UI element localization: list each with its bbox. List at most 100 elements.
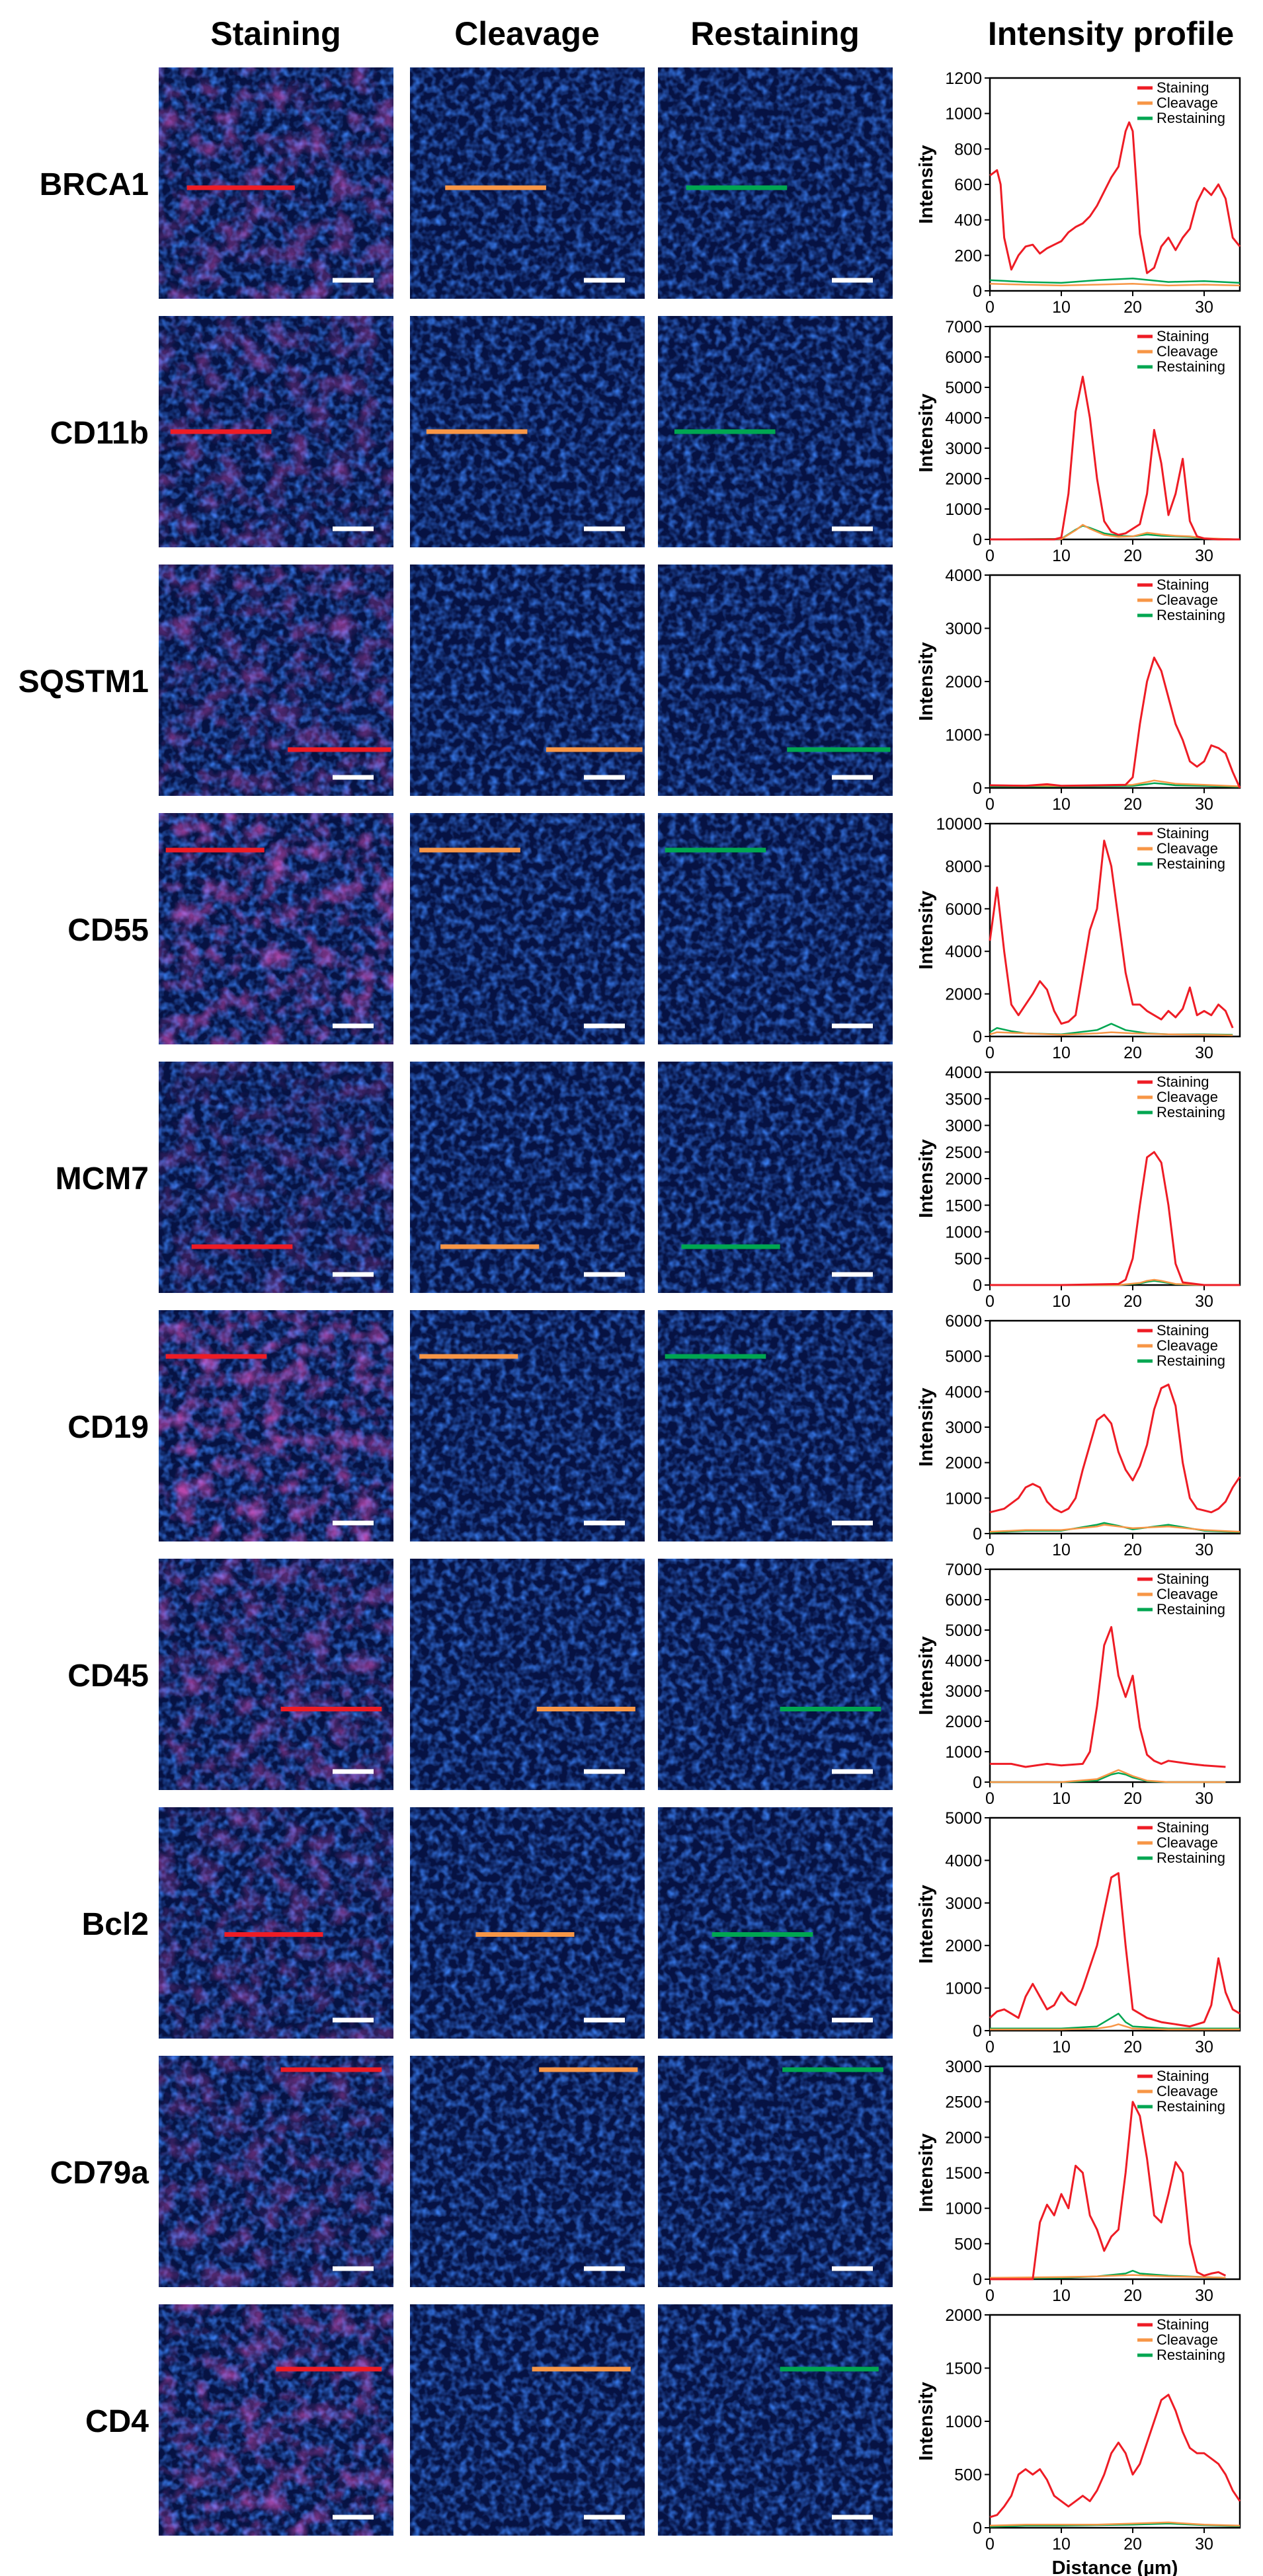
y-tick-label: 2000 (945, 673, 982, 691)
x-tick-label: 20 (1123, 1292, 1142, 1311)
legend-label-cleavage: Cleavage (1157, 1834, 1218, 1851)
cleavage-image-cd4 (410, 2304, 645, 2536)
y-tick-label: 1000 (945, 1224, 982, 1242)
y-tick-label: 1000 (945, 1489, 982, 1508)
y-tick-label: 0 (973, 1028, 982, 1046)
marker-label: CD11b (50, 416, 149, 451)
y-axis-label: Intensity (916, 1139, 937, 1218)
x-tick-label: 30 (1195, 2038, 1213, 2056)
stain-signal (159, 67, 393, 299)
nuclei-texture (410, 2056, 645, 2287)
y-tick-label: 5000 (945, 1621, 982, 1640)
y-tick-label: 800 (954, 140, 982, 159)
staining-image-cd19 (159, 1310, 393, 1542)
x-tick-label: 0 (985, 2286, 995, 2305)
series-staining (989, 2394, 1241, 2518)
legend-label-restaining: Restaining (1157, 1601, 1225, 1618)
row-sqstm1: SQSTM1 0 1000 2000 3000 4000 0 10 20 30 Intensity S… (19, 565, 1241, 814)
y-tick-label: 0 (973, 779, 982, 798)
cleavage-image-bcl2 (410, 1807, 645, 2039)
y-tick-label: 500 (954, 2466, 982, 2485)
legend-label-staining: Staining (1157, 1819, 1209, 1836)
y-tick-label: 1000 (945, 726, 982, 745)
x-tick-label: 30 (1195, 1541, 1213, 1559)
y-tick-label: 4000 (945, 1652, 982, 1670)
staining-image-brca1 (159, 67, 393, 299)
y-tick-label: 3000 (945, 1894, 982, 1913)
y-tick-label: 3000 (945, 1419, 982, 1437)
nuclei-texture (658, 67, 893, 299)
y-tick-label: 0 (973, 2519, 982, 2538)
nuclei-texture (410, 565, 645, 796)
series-staining (989, 1384, 1241, 1514)
restaining-image-cd11b (658, 316, 893, 547)
stain-signal (159, 2304, 393, 2536)
x-tick-label: 30 (1195, 2535, 1213, 2554)
plot-frame (989, 325, 1241, 541)
marker-label: CD4 (85, 2404, 149, 2439)
y-tick-label: 5000 (945, 1348, 982, 1366)
legend-label-restaining: Restaining (1157, 607, 1225, 623)
series-restaining (989, 1522, 1241, 1534)
intensity-chart-brca1: 0 200 400 600 800 1000 1200 0 10 20 30 Intensity Sta… (916, 69, 1241, 317)
y-tick-label: 2000 (945, 2306, 982, 2325)
series-cleavage (989, 2521, 1241, 2527)
cleavage-image-cd11b (410, 316, 645, 547)
y-axis-label: Intensity (916, 2133, 937, 2212)
intensity-chart-cd11b: 0 1000 2000 3000 4000 5000 6000 7000 0 10 20 30 Inte… (916, 318, 1241, 565)
y-tick-label: 1500 (945, 2360, 982, 2378)
y-tick-label: 1200 (945, 69, 982, 88)
cleavage-image-mcm7 (410, 1062, 645, 1293)
marker-label: MCM7 (56, 1161, 149, 1196)
y-tick-label: 2000 (945, 986, 982, 1004)
series-staining (990, 1151, 1240, 1286)
restaining-image-sqstm1 (658, 565, 893, 796)
series-cleavage (989, 283, 1241, 287)
y-tick-label: 3000 (945, 440, 982, 458)
marker-label: Bcl2 (82, 1907, 149, 1942)
y-tick-label: 3000 (945, 2058, 982, 2076)
y-tick-label: 1000 (945, 1743, 982, 1762)
marker-label: CD45 (67, 1659, 149, 1694)
row-bcl2: Bcl2 0 1000 2000 3000 4000 5000 0 10 20 30 Intensit… (82, 1807, 1241, 2056)
restaining-image-brca1 (658, 67, 893, 299)
cleavage-image-cd55 (410, 813, 645, 1044)
y-tick-label: 500 (954, 2235, 982, 2253)
y-axis-label: Intensity (916, 1636, 937, 1715)
y-tick-label: 3000 (945, 1117, 982, 1136)
cleavage-image-sqstm1 (410, 565, 645, 796)
legend-label-restaining: Restaining (1157, 110, 1225, 126)
marker-label: CD55 (67, 913, 149, 948)
x-tick-label: 20 (1123, 1541, 1142, 1559)
legend-label-cleavage: Cleavage (1157, 343, 1218, 360)
staining-image-mcm7 (159, 1062, 393, 1293)
y-axis-label: Intensity (916, 1885, 937, 1963)
intensity-chart-sqstm1: 0 1000 2000 3000 4000 0 10 20 30 Intensity Stainin… (916, 566, 1241, 814)
y-tick-label: 6000 (945, 348, 982, 367)
series-staining (990, 375, 1240, 541)
legend-label-restaining: Restaining (1157, 358, 1225, 375)
x-tick-label: 10 (1052, 298, 1071, 317)
x-tick-label: 0 (985, 1789, 995, 1808)
legend-label-restaining: Restaining (1157, 2098, 1225, 2115)
y-tick-label: 6000 (945, 1312, 982, 1331)
staining-image-sqstm1 (159, 565, 393, 796)
y-tick-label: 0 (973, 2271, 982, 2289)
x-tick-label: 20 (1123, 1789, 1142, 1808)
staining-image-cd45 (159, 1559, 393, 1790)
nuclei-texture (410, 1062, 645, 1293)
y-tick-label: 1000 (945, 2413, 982, 2431)
series-cleavage (990, 2023, 1240, 2031)
row-cd55: CD55 0 2000 4000 6000 8000 10000 0 10 20 30 Intensi… (67, 813, 1241, 1062)
series-cleavage (989, 1031, 1233, 1036)
nuclei-texture (658, 2056, 893, 2287)
x-tick-label: 10 (1052, 1789, 1071, 1808)
x-tick-label: 10 (1052, 795, 1071, 814)
y-axis-label: Intensity (916, 890, 937, 969)
x-tick-label: 0 (985, 2038, 995, 2056)
cleavage-image-cd19 (410, 1310, 645, 1542)
legend-label-restaining: Restaining (1157, 2347, 1225, 2363)
y-tick-label: 7000 (945, 1561, 982, 1579)
